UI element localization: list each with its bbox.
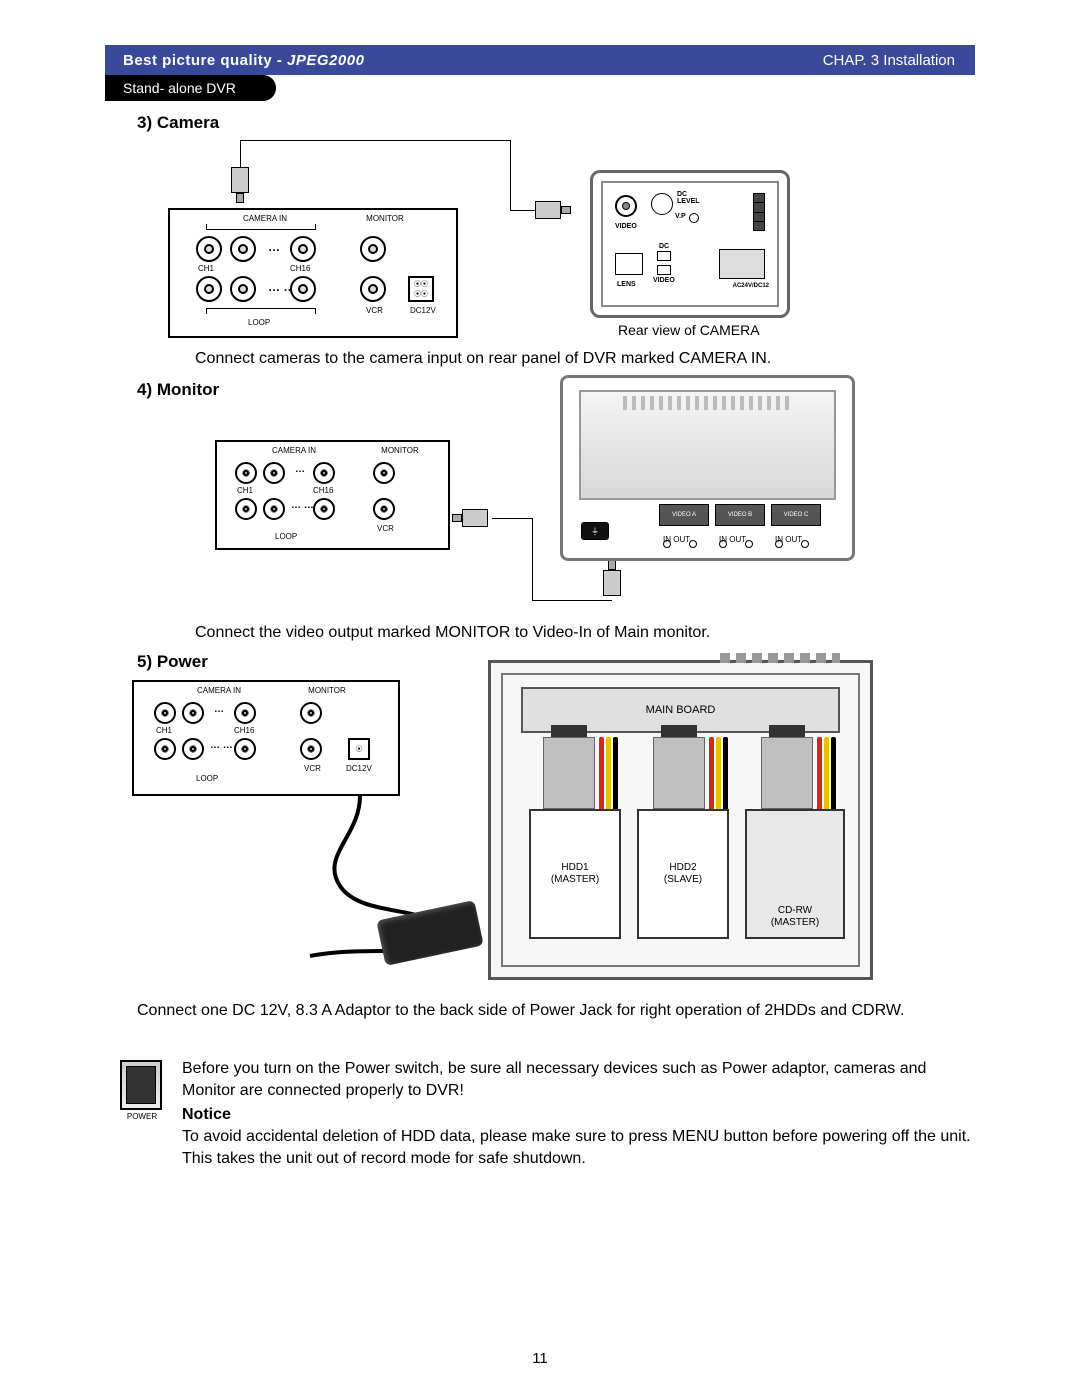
cdrw: CD-RW (MASTER) <box>745 809 845 939</box>
label-vcr: VCR <box>304 764 321 773</box>
camera-body-text: Connect cameras to the camera input on r… <box>195 348 955 370</box>
header-prefix: Best picture quality - <box>123 52 287 69</box>
page-number: 11 <box>0 1350 1080 1367</box>
bnc-plug-icon <box>452 508 492 528</box>
cam-label-ac: AC24V/DC12 <box>733 283 769 289</box>
bnc-plug-icon <box>230 167 250 207</box>
label-monitor: MONITOR <box>375 446 425 455</box>
label-dots: … … <box>291 500 314 511</box>
label-camera-in: CAMERA IN <box>230 214 300 223</box>
label-camera-in: CAMERA IN <box>259 446 329 455</box>
hdd1: HDD1 (MASTER) <box>529 809 621 939</box>
label-dc12v: DC12V <box>410 306 436 315</box>
manual-page: Best picture quality - JPEG2000 CHAP. 3 … <box>0 0 1080 1397</box>
power-switch-caption: POWER <box>122 1112 162 1121</box>
cam-label-lens: LENS <box>617 281 636 288</box>
sub-header-text: Stand- alone DVR <box>123 80 236 96</box>
label-dc12v: DC12V <box>346 764 372 773</box>
dvr-rear-panel-camera: CAMERA IN MONITOR … CH1 CH16 … … ⦿⦿⦿⦿ LO… <box>168 208 458 338</box>
label-ch1: CH1 <box>237 486 253 495</box>
dvr-chassis-internal: MAIN BOARD HDD1 (MASTER) HDD2 (SLAVE) CD… <box>488 660 873 980</box>
label-ch16: CH16 <box>313 486 333 495</box>
dc-jack-icon: ⦿ <box>348 738 370 760</box>
camera-rear-caption: Rear view of CAMERA <box>618 322 760 338</box>
label-video-b: VIDEO B <box>715 504 765 526</box>
label-dots: … … <box>210 740 233 751</box>
notice-label: Notice <box>182 1104 231 1126</box>
hdd2: HDD2 (SLAVE) <box>637 809 729 939</box>
camera-rear-view: VIDEO DC LEVEL V.P LENS DC VIDEO AC24V/D… <box>590 170 790 318</box>
label-camera-in: CAMERA IN <box>184 686 254 695</box>
label-ch1: CH1 <box>198 264 214 273</box>
dvr-rear-panel-monitor: CAMERA IN MONITOR … CH1 CH16 … … LOOP VC… <box>215 440 450 550</box>
label-vcr: VCR <box>366 306 383 315</box>
notice-body: To avoid accidental deletion of HDD data… <box>182 1126 972 1169</box>
cam-label-video: VIDEO <box>615 223 637 230</box>
section-title-power: 5) Power <box>137 652 208 672</box>
dc-jack-icon: ⦿⦿⦿⦿ <box>408 276 434 302</box>
label-ch16: CH16 <box>234 726 254 735</box>
monitor-rear-view: ⏚ VIDEO A VIDEO B VIDEO C IN OUT IN OUT … <box>560 375 855 561</box>
power-notice-intro: Before you turn on the Power switch, be … <box>182 1058 952 1101</box>
monitor-body-text: Connect the video output marked MONITOR … <box>195 622 895 644</box>
cam-label-dc: DC <box>659 243 669 250</box>
section-title-monitor: 4) Monitor <box>137 380 219 400</box>
cam-label-video2: VIDEO <box>653 277 675 284</box>
sub-header-pill: Stand- alone DVR <box>105 75 276 101</box>
label-loop: LOOP <box>248 318 270 327</box>
label-main-board: MAIN BOARD <box>646 704 716 716</box>
label-video-a: VIDEO A <box>659 504 709 526</box>
label-monitor: MONITOR <box>360 214 410 223</box>
dip-switch-icon <box>753 193 765 231</box>
chapter-header: Best picture quality - JPEG2000 CHAP. 3 … <box>105 45 975 75</box>
power-switch-icon <box>120 1060 162 1110</box>
label-ch16: CH16 <box>290 264 310 273</box>
label-video-c: VIDEO C <box>771 504 821 526</box>
header-chapter: CHAP. 3 Installation <box>823 52 955 69</box>
label-loop: LOOP <box>275 532 297 541</box>
bnc-plug-icon <box>535 200 575 220</box>
header-jpeg: JPEG2000 <box>287 52 364 69</box>
label-vcr: VCR <box>377 524 394 533</box>
header-title-left: Best picture quality - JPEG2000 <box>123 52 364 69</box>
label-ch1: CH1 <box>156 726 172 735</box>
cam-label-vp: V.P <box>675 213 686 220</box>
label-monitor: MONITOR <box>302 686 352 695</box>
power-body-text: Connect one DC 12V, 8.3 A Adaptor to the… <box>137 1000 952 1022</box>
dvr-rear-panel-power: CAMERA IN MONITOR … CH1 CH16 … … ⦿ LOOP … <box>132 680 400 796</box>
cam-label-dclevel: DC LEVEL <box>677 191 700 205</box>
section-title-camera: 3) Camera <box>137 113 219 133</box>
label-loop: LOOP <box>196 774 218 783</box>
bnc-plug-icon <box>602 560 622 600</box>
iec-inlet-icon: ⏚ <box>581 522 609 540</box>
